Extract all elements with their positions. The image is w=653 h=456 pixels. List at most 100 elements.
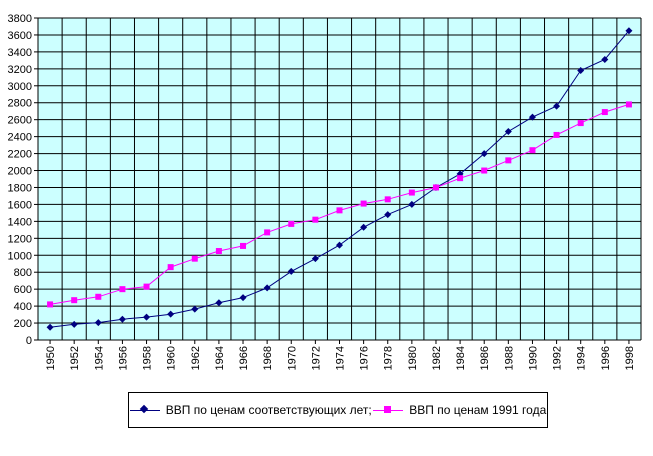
y-tick-label: 1800 xyxy=(8,182,32,194)
x-tick-label: 1978 xyxy=(383,346,395,370)
legend-item-nominal: ВВП по ценам соответствующих лет; xyxy=(129,403,372,417)
x-tick-label: 1968 xyxy=(262,346,274,370)
x-tick-label: 1992 xyxy=(552,346,564,370)
y-tick-label: 2800 xyxy=(8,98,32,110)
x-tick-label: 1996 xyxy=(600,346,612,370)
plot-area xyxy=(38,18,641,340)
series-1-point xyxy=(215,299,223,307)
series-2-point xyxy=(119,286,126,293)
series-2-point xyxy=(384,196,391,203)
y-tick-label: 200 xyxy=(14,318,32,330)
series-2-point xyxy=(625,101,632,108)
series-2-point xyxy=(47,301,54,308)
x-tick-label: 1954 xyxy=(93,346,105,370)
y-tick-label: 2400 xyxy=(8,132,32,144)
series-2-point xyxy=(191,255,198,262)
y-tick-label: 800 xyxy=(14,267,32,279)
legend-diamond-marker-icon xyxy=(129,404,160,416)
x-tick-label: 1972 xyxy=(310,346,322,370)
series-2-point xyxy=(312,216,319,223)
y-tick-label: 1200 xyxy=(8,233,32,245)
x-tick-label: 1982 xyxy=(431,346,443,370)
series-2-point xyxy=(360,200,367,207)
series-2-point xyxy=(481,167,488,174)
series-1-point xyxy=(191,305,199,313)
y-tick-label: 600 xyxy=(14,284,32,296)
x-tick-label: 1966 xyxy=(238,346,250,370)
series-2-point xyxy=(336,207,343,214)
series-1-point xyxy=(601,56,609,64)
x-tick-label: 1958 xyxy=(142,346,154,370)
series-2-point xyxy=(432,184,439,191)
series-1-point xyxy=(263,284,271,292)
x-tick-label: 1974 xyxy=(335,346,347,370)
y-tick-label: 2000 xyxy=(8,166,32,178)
series-1-point xyxy=(577,67,585,75)
series-1-point xyxy=(118,315,126,323)
legend-label-constant: ВВП по ценам 1991 года xyxy=(409,403,547,417)
series-1-point xyxy=(528,113,536,121)
series-1-point xyxy=(384,211,392,219)
x-tick-label: 1962 xyxy=(190,346,202,370)
y-tick-label: 1000 xyxy=(8,250,32,262)
series-1-point xyxy=(480,150,488,158)
series-2-point xyxy=(457,175,464,182)
legend-label-nominal: ВВП по ценам соответствующих лет; xyxy=(165,403,372,417)
series-1-point xyxy=(360,223,368,231)
series-1-point xyxy=(625,27,633,35)
series-1-point xyxy=(239,294,247,302)
series-2-point xyxy=(505,157,512,164)
series-2-point xyxy=(601,109,608,116)
y-tick-label: 400 xyxy=(14,301,32,313)
x-tick-label: 1950 xyxy=(45,346,57,370)
series-2-point xyxy=(408,189,415,196)
series-1-point xyxy=(143,313,151,321)
x-tick-label: 1986 xyxy=(479,346,491,370)
y-tick-label: 1400 xyxy=(8,216,32,228)
y-tick-label: 2600 xyxy=(8,115,32,127)
x-tick-label: 1988 xyxy=(503,346,515,370)
x-tick-label: 1956 xyxy=(117,346,129,370)
x-tick-label: 1990 xyxy=(527,346,539,370)
x-tick-label: 1964 xyxy=(214,346,226,370)
series-1-point xyxy=(553,102,561,110)
x-tick-label: 1998 xyxy=(624,346,636,370)
series-2-point xyxy=(288,220,295,227)
series-2-point xyxy=(240,242,247,249)
y-tick-label: 3800 xyxy=(8,13,32,25)
series-2-point xyxy=(71,297,78,304)
legend-square-marker-icon xyxy=(373,404,404,416)
series-1-point xyxy=(336,241,343,249)
series-1-point xyxy=(46,323,54,331)
x-tick-label: 1952 xyxy=(69,346,81,370)
series-1-point xyxy=(70,320,78,328)
y-tick-label: 3000 xyxy=(8,81,32,93)
y-tick-label: 3200 xyxy=(8,64,32,76)
x-tick-label: 1976 xyxy=(359,346,371,370)
y-tick-label: 1600 xyxy=(8,199,32,211)
series-2-point xyxy=(553,131,560,138)
x-tick-label: 1960 xyxy=(166,346,178,370)
legend: ВВП по ценам соответствующих лет; ВВП по… xyxy=(128,392,548,428)
series-2-point xyxy=(143,283,150,290)
series-2-point xyxy=(577,120,584,127)
y-tick-label: 3400 xyxy=(8,47,32,59)
series-2-point xyxy=(167,264,174,271)
series-2-point xyxy=(529,147,536,154)
series-2-point xyxy=(264,229,271,236)
y-tick-label: 2200 xyxy=(8,149,32,161)
series-1-point xyxy=(94,319,102,327)
series-1-point xyxy=(167,310,175,318)
series-2-point xyxy=(215,248,222,255)
series-2-point xyxy=(95,293,102,300)
legend-item-constant: ВВП по ценам 1991 года xyxy=(373,403,546,417)
x-tick-label: 1980 xyxy=(407,346,419,370)
x-tick-label: 1994 xyxy=(576,346,588,370)
series-1-point xyxy=(504,128,512,136)
series-1-point xyxy=(311,255,319,263)
series-1-point xyxy=(408,200,416,208)
x-tick-label: 1970 xyxy=(286,346,298,370)
x-tick-label: 1984 xyxy=(455,346,467,370)
